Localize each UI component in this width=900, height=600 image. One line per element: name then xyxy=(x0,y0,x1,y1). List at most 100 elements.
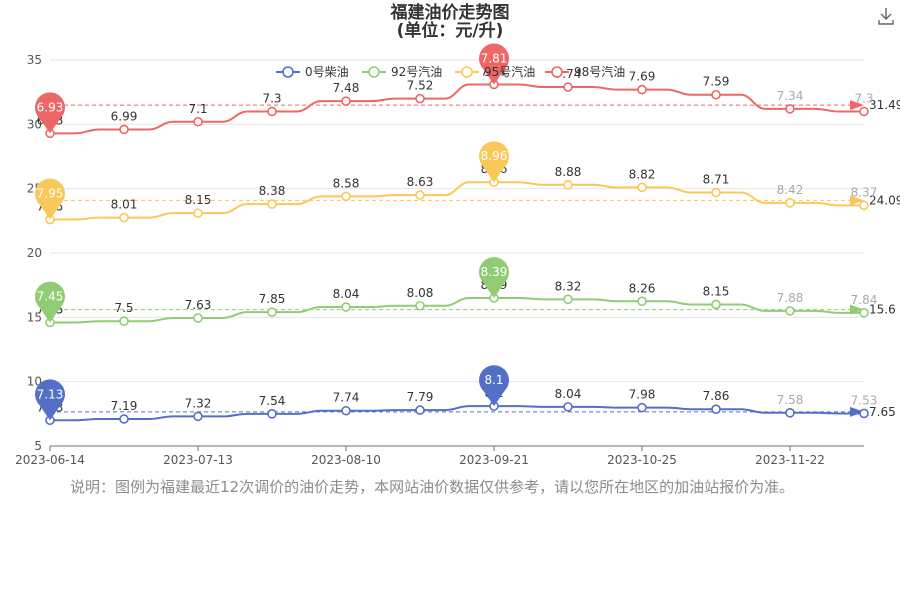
marker-pin xyxy=(35,281,65,323)
data-label: 8.15 xyxy=(703,284,730,298)
data-label: 7.58 xyxy=(777,393,804,407)
data-point xyxy=(267,409,277,419)
extreme-marker: 7.95 xyxy=(35,178,65,220)
data-point xyxy=(711,404,721,415)
data-label: 7.74 xyxy=(333,391,360,405)
data-point xyxy=(193,411,203,422)
legend-item: 92号汽油 xyxy=(362,64,442,79)
data-point xyxy=(193,313,203,323)
grid xyxy=(50,59,864,447)
x-tick-label: 2023-09-21 xyxy=(459,453,529,467)
data-label: 7.79 xyxy=(407,390,434,404)
marker-pin xyxy=(479,141,509,183)
data-label: 8.58 xyxy=(333,176,360,190)
marker-label: 7.81 xyxy=(481,51,508,65)
data-label: 8.82 xyxy=(629,167,656,181)
data-point xyxy=(859,308,869,318)
extreme-marker: 6.93 xyxy=(35,92,65,134)
data-label: 7.19 xyxy=(111,399,138,413)
data-label: 7.5 xyxy=(114,301,133,315)
data-point xyxy=(785,198,795,208)
data-label: 8.32 xyxy=(555,279,582,293)
legend-item: 95号汽油 xyxy=(455,64,535,79)
data-point xyxy=(859,200,869,211)
extreme-marker: 8.96 xyxy=(479,141,509,183)
series-line xyxy=(50,181,864,221)
data-label: 7.34 xyxy=(777,89,804,103)
x-tick-label: 2023-08-10 xyxy=(311,453,381,467)
legend-symbol xyxy=(461,66,473,78)
legend-item: 98号汽油 xyxy=(545,64,625,79)
y-tick-label: 20 xyxy=(27,246,42,260)
download-icon[interactable] xyxy=(876,6,896,26)
marker-pin xyxy=(478,43,509,85)
chart-note: 说明：图例为福建最近12次调价的油价走势，本网站油价数据仅供参考，请以您所在地区… xyxy=(70,478,795,496)
data-label: 8.71 xyxy=(703,173,730,187)
data-point xyxy=(563,294,573,305)
data-point xyxy=(785,104,795,114)
marker-label: 8.1 xyxy=(484,373,503,387)
y-tick-label: 5 xyxy=(34,439,42,453)
legend-label: 98号汽油 xyxy=(574,64,625,79)
data-label: 7.85 xyxy=(259,292,286,306)
data-point xyxy=(341,191,351,202)
data-label: 8.26 xyxy=(629,281,656,295)
data-point xyxy=(563,180,573,190)
marker-label: 7.13 xyxy=(37,387,64,401)
marker-label: 6.93 xyxy=(37,100,64,114)
data-point xyxy=(785,408,795,418)
marker-pin xyxy=(479,365,509,407)
marker-pin xyxy=(479,257,509,299)
data-label: 7.84 xyxy=(851,293,878,307)
series-line xyxy=(50,297,864,324)
average-arrow xyxy=(850,195,864,206)
data-point xyxy=(415,300,425,311)
chart-subtitle: (单位：元/升) xyxy=(396,21,504,41)
legend-symbol xyxy=(551,66,563,78)
data-point xyxy=(859,106,869,117)
data-label: 7.88 xyxy=(777,291,804,305)
extreme-markers: 8.1 7.13 8.39 7.45 8.96 7.95 7.81 6.93 xyxy=(35,43,509,421)
marker-pin xyxy=(35,379,65,421)
data-label: 8.63 xyxy=(407,175,434,189)
data-point xyxy=(119,316,129,326)
legend-symbol xyxy=(368,66,380,78)
data-point xyxy=(193,208,203,218)
data-point xyxy=(711,187,721,198)
data-label: 7.52 xyxy=(407,79,434,93)
data-point xyxy=(119,414,129,424)
average-label: 15.6 xyxy=(869,303,896,317)
legend-item: 0号柴油 xyxy=(276,65,349,79)
data-label: 7.3 xyxy=(262,91,281,105)
data-point xyxy=(711,299,721,310)
y-tick-label: 30 xyxy=(27,117,42,131)
data-point xyxy=(193,116,203,127)
data-label: 8.38 xyxy=(259,184,286,198)
average-lines: 7.65 15.6 24.09 31.49 xyxy=(50,98,900,419)
data-label: 8.88 xyxy=(555,165,582,179)
extreme-marker: 7.81 xyxy=(478,43,509,85)
y-tick-label: 35 xyxy=(27,53,42,67)
data-point xyxy=(637,84,647,95)
data-point xyxy=(785,306,795,316)
data-label: 8.15 xyxy=(185,193,212,207)
data-labels: 7.13 7.19 7.32 7.54 7.74 7.79 8.1 8.04 7.98 7.86 7… xyxy=(37,64,878,414)
average-label: 31.49 xyxy=(869,98,900,112)
data-label: 7.59 xyxy=(703,75,730,89)
x-tick-label: 2023-07-13 xyxy=(163,453,233,467)
data-point xyxy=(859,408,869,419)
data-label: 8.37 xyxy=(851,185,878,199)
data-point xyxy=(341,96,351,106)
average-arrow xyxy=(850,100,864,111)
data-label: 7.63 xyxy=(185,298,212,312)
legend-label: 95号汽油 xyxy=(484,64,535,79)
extreme-marker: 8.1 xyxy=(479,365,509,407)
legend: 0号柴油 92号汽油 95号汽油 98号汽油 xyxy=(276,64,625,79)
average-label: 7.65 xyxy=(869,405,896,419)
data-label: 8.04 xyxy=(333,287,360,301)
data-label: 7.1 xyxy=(188,102,207,116)
data-label: 7.48 xyxy=(333,81,360,95)
data-point xyxy=(637,296,647,307)
